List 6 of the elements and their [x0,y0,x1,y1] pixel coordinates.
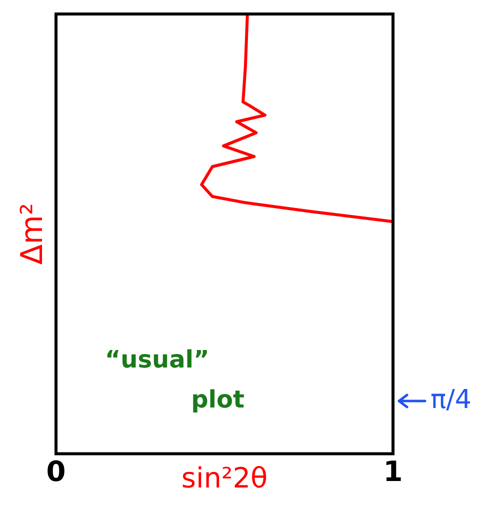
text: π/4 [430,384,472,415]
annotation: “usual” plot [104,346,244,414]
x-tick-label: 0 [46,454,66,488]
y-axis-title: Δm² [14,203,50,265]
x-axis-title: sin²2θ [181,461,268,494]
x-tick-label: 1 [383,454,403,488]
